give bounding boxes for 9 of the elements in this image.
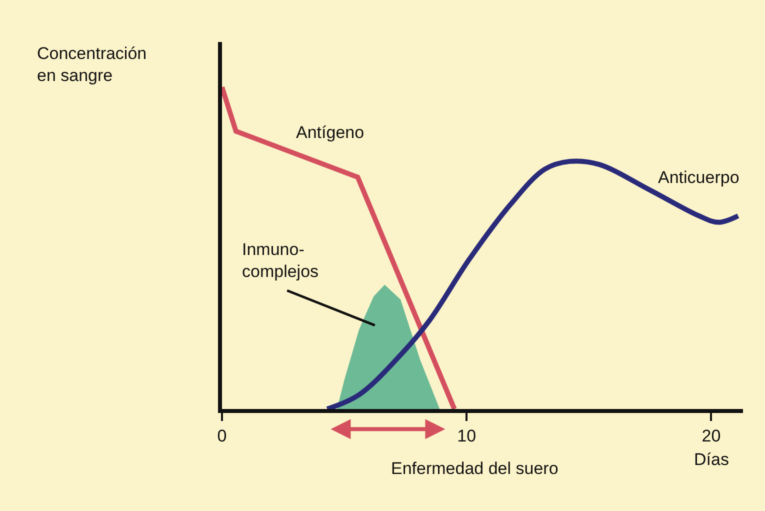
x-axis-title: Días (694, 450, 729, 469)
x-tick-label: 0 (217, 426, 227, 446)
x-tick-label: 10 (457, 426, 476, 446)
x-tick-label: 20 (702, 426, 721, 446)
text: Inmuno- complejos (242, 240, 319, 282)
y-axis-title: Concentración en sangre (37, 44, 147, 86)
text: Enfermedad del suero (391, 459, 558, 478)
series-label: Anticuerpo (658, 168, 740, 187)
series-label: Antígeno (296, 123, 364, 142)
